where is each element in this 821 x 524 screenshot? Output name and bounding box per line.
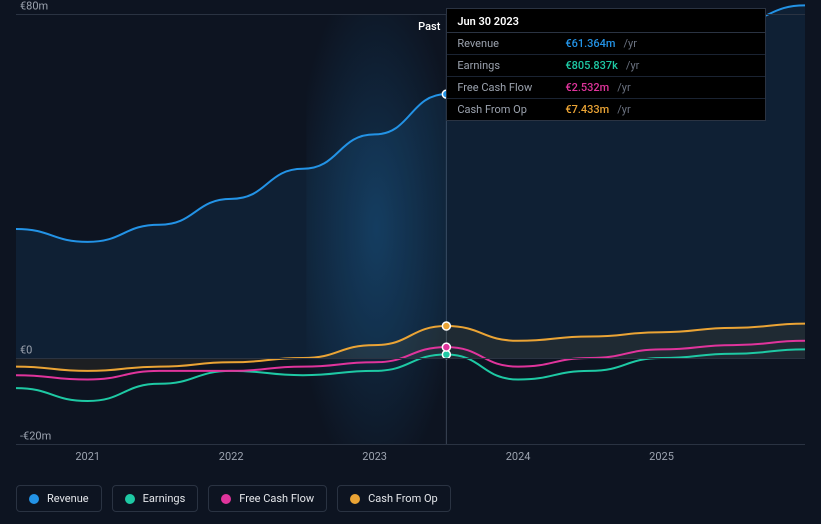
- x-axis-labels: 2021 2022 2023 2024 2025: [16, 450, 805, 466]
- y-axis-label: €0: [20, 344, 32, 357]
- legend-item[interactable]: Cash From Op: [337, 485, 451, 512]
- tooltip-row: Free Cash Flow €2.532m/yr: [447, 77, 765, 99]
- legend-item[interactable]: Earnings: [112, 485, 199, 512]
- legend-label: Earnings: [143, 492, 186, 505]
- gridline: [16, 444, 805, 445]
- tooltip-metric-suffix: /yr: [617, 103, 630, 116]
- tooltip-metric-label: Earnings: [457, 59, 557, 72]
- tooltip-metric-label: Revenue: [457, 37, 557, 50]
- tooltip-metric-suffix: /yr: [626, 59, 639, 72]
- legend-label: Revenue: [47, 492, 89, 505]
- tooltip-metric-value: €805.837k: [565, 59, 618, 72]
- x-axis-label: 2025: [649, 450, 674, 463]
- legend-item[interactable]: Free Cash Flow: [208, 485, 327, 512]
- legend-swatch: [29, 494, 39, 504]
- legend-swatch: [221, 494, 231, 504]
- tooltip-metric-suffix: /yr: [624, 37, 637, 50]
- tooltip-metric-label: Cash From Op: [457, 103, 557, 116]
- legend-label: Cash From Op: [368, 492, 438, 505]
- x-axis-label: 2022: [219, 450, 244, 463]
- x-axis-label: 2023: [362, 450, 387, 463]
- tooltip-row: Earnings €805.837k/yr: [447, 55, 765, 77]
- tooltip-row: Cash From Op €7.433m/yr: [447, 99, 765, 120]
- x-axis-label: 2021: [75, 450, 100, 463]
- highlight-marker: [442, 343, 450, 351]
- tooltip-row: Revenue €61.364m/yr: [447, 33, 765, 55]
- legend-swatch: [125, 494, 135, 504]
- highlight-marker: [442, 322, 450, 330]
- gridline: [16, 358, 805, 359]
- legend-label: Free Cash Flow: [239, 492, 314, 505]
- legend-item[interactable]: Revenue: [16, 485, 102, 512]
- hover-tooltip: Jun 30 2023 Revenue €61.364m/yr Earnings €8…: [446, 8, 766, 121]
- y-axis-label: -€20m: [20, 430, 51, 443]
- x-axis-label: 2024: [506, 450, 531, 463]
- tooltip-metric-suffix: /yr: [617, 81, 630, 94]
- tooltip-metric-value: €61.364m: [565, 37, 615, 50]
- tooltip-metric-value: €2.532m: [565, 81, 609, 94]
- tooltip-metric-value: €7.433m: [565, 103, 609, 116]
- tooltip-metric-label: Free Cash Flow: [457, 81, 557, 94]
- past-label: Past: [418, 20, 440, 33]
- y-axis-label: €80m: [20, 0, 48, 13]
- tooltip-date: Jun 30 2023: [447, 9, 765, 33]
- legend-swatch: [350, 494, 360, 504]
- legend: Revenue Earnings Free Cash Flow Cash From O…: [16, 485, 451, 512]
